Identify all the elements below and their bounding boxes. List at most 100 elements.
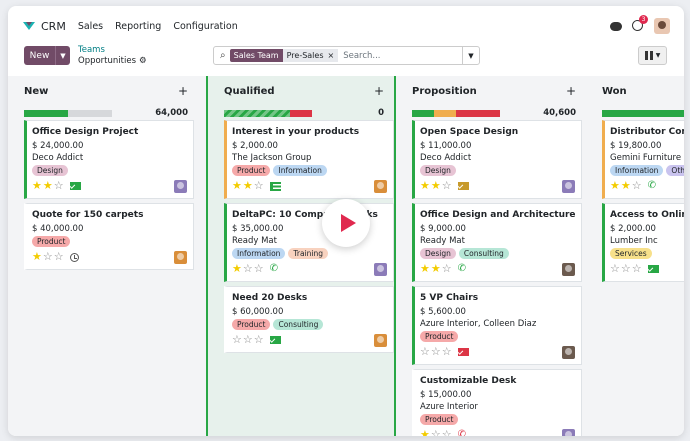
star-icon[interactable]: ☆ (430, 345, 441, 358)
star-icon[interactable]: ☆ (420, 345, 430, 358)
salesperson-avatar[interactable] (562, 180, 575, 193)
star-icon[interactable]: ★ (420, 428, 430, 437)
salesperson-avatar[interactable] (174, 251, 187, 264)
add-card-icon[interactable]: + (565, 84, 576, 98)
salesperson-avatar[interactable] (374, 180, 387, 193)
star-icon[interactable]: ☆ (253, 179, 264, 192)
salesperson-avatar[interactable] (562, 429, 575, 436)
facet-remove-icon[interactable]: × (327, 51, 335, 60)
opportunity-card[interactable]: Interest in your products $ 2,000.00 The J… (224, 120, 394, 199)
star-icon[interactable]: ☆ (53, 250, 64, 263)
activity-button[interactable] (269, 336, 281, 344)
star-icon[interactable]: ☆ (631, 262, 642, 275)
star-icon[interactable]: ★ (610, 179, 620, 192)
priority-stars: ★ ★ ☆ (32, 180, 64, 192)
play-video-button[interactable] (322, 199, 370, 247)
star-icon[interactable]: ☆ (441, 428, 452, 437)
activity-button[interactable]: ✆ (458, 430, 466, 437)
new-button[interactable]: New (24, 46, 56, 65)
add-card-icon[interactable]: + (177, 84, 188, 98)
opportunity-card[interactable]: Open Space Design $ 11,000.00 Deco Addict D… (412, 120, 582, 199)
progress-bar[interactable] (24, 109, 112, 117)
star-icon[interactable]: ☆ (242, 262, 253, 275)
star-icon[interactable]: ☆ (430, 428, 441, 437)
opportunity-card[interactable]: Need 20 Desks $ 60,000.00 Product Consultin… (224, 286, 394, 353)
gear-icon[interactable]: ⚙ (139, 56, 147, 66)
breadcrumb-teams[interactable]: Teams (78, 45, 105, 55)
star-icon[interactable]: ★ (232, 179, 242, 192)
activity-button[interactable] (647, 265, 659, 273)
activity-button[interactable] (69, 252, 79, 262)
star-icon[interactable]: ☆ (631, 179, 642, 192)
progress-segment-planned[interactable] (412, 109, 434, 117)
star-icon[interactable]: ★ (32, 250, 42, 263)
star-icon[interactable]: ☆ (253, 262, 264, 275)
column-header[interactable]: Won+ (594, 76, 684, 106)
user-avatar[interactable] (654, 18, 670, 34)
progress-segment-none[interactable] (68, 109, 112, 117)
search-icon[interactable]: ⌕ (220, 50, 226, 61)
progress-segment-overdue[interactable] (456, 109, 500, 117)
opportunity-card[interactable]: Office Design and Architecture $ 9,000.00… (412, 203, 582, 282)
opportunity-card[interactable]: Customizable Desk $ 15,000.00 Azure Interi… (412, 369, 582, 436)
view-switcher[interactable]: ▼ (638, 46, 667, 65)
progress-bar[interactable] (412, 109, 500, 117)
star-icon[interactable]: ☆ (253, 333, 264, 346)
activity-button[interactable] (69, 182, 81, 190)
column-header[interactable]: Qualified + (216, 76, 386, 106)
star-icon[interactable]: ★ (420, 179, 430, 192)
star-icon[interactable]: ☆ (53, 179, 64, 192)
star-icon[interactable]: ★ (242, 179, 253, 192)
star-icon[interactable]: ★ (620, 179, 631, 192)
star-icon[interactable]: ★ (42, 179, 53, 192)
salesperson-avatar[interactable] (374, 263, 387, 276)
activity-button[interactable]: ✆ (648, 181, 656, 191)
new-dropdown-toggle[interactable]: ▼ (60, 51, 66, 60)
salesperson-avatar[interactable] (374, 334, 387, 347)
star-icon[interactable]: ☆ (441, 262, 452, 275)
menu-configuration[interactable]: Configuration (173, 20, 238, 32)
star-icon[interactable]: ★ (430, 179, 441, 192)
menu-sales[interactable]: Sales (77, 20, 104, 32)
opportunity-card[interactable]: Access to Online Catalog $ 2,000.00 Lumber… (602, 203, 684, 282)
star-icon[interactable]: ☆ (42, 250, 53, 263)
progress-segment-overdue[interactable] (290, 109, 312, 117)
column-header[interactable]: New + (16, 76, 190, 106)
opportunity-card[interactable]: Quote for 150 carpets $ 40,000.00 Product ★… (24, 203, 194, 270)
progress-segment-planned[interactable] (602, 109, 684, 117)
search-options-toggle[interactable]: ▼ (462, 47, 479, 64)
opportunity-card[interactable]: 5 VP Chairs $ 5,600.00 Azure Interior, Col… (412, 286, 582, 365)
star-icon[interactable]: ☆ (441, 345, 452, 358)
add-card-icon[interactable]: + (373, 84, 384, 98)
search-input[interactable]: Search... (343, 50, 381, 61)
activity-button[interactable]: ✆ (270, 264, 278, 274)
column-header[interactable]: Proposition + (404, 76, 578, 106)
app-logo[interactable]: CRM (22, 20, 66, 33)
star-icon[interactable]: ☆ (441, 179, 452, 192)
star-icon[interactable]: ★ (32, 179, 42, 192)
opportunity-card[interactable]: Distributor Contract $ 19,800.00 Gemini Fu… (602, 120, 684, 199)
menu-reporting[interactable]: Reporting (115, 20, 162, 32)
chat-icon[interactable] (610, 21, 622, 31)
salesperson-avatar[interactable] (562, 263, 575, 276)
star-icon[interactable]: ☆ (232, 333, 242, 346)
star-icon[interactable]: ☆ (620, 262, 631, 275)
activity-button[interactable] (269, 181, 281, 191)
progress-segment-planned[interactable] (224, 109, 290, 117)
salesperson-avatar[interactable] (562, 346, 575, 359)
salesperson-avatar[interactable] (174, 180, 187, 193)
progress-segment-today[interactable] (434, 109, 456, 117)
star-icon[interactable]: ★ (232, 262, 242, 275)
progress-bar[interactable] (224, 109, 312, 117)
progress-bar[interactable] (602, 109, 684, 117)
star-icon[interactable]: ☆ (242, 333, 253, 346)
opportunity-card[interactable]: Office Design Project $ 24,000.00 Deco Add… (24, 120, 194, 199)
star-icon[interactable]: ☆ (610, 262, 620, 275)
star-icon[interactable]: ★ (420, 262, 430, 275)
activity-button[interactable] (457, 348, 469, 356)
activity-button[interactable] (457, 182, 469, 190)
activity-button[interactable]: ✆ (458, 264, 466, 274)
star-icon[interactable]: ★ (430, 262, 441, 275)
activities-button[interactable]: 3 (632, 15, 648, 32)
progress-segment-planned[interactable] (24, 109, 68, 117)
